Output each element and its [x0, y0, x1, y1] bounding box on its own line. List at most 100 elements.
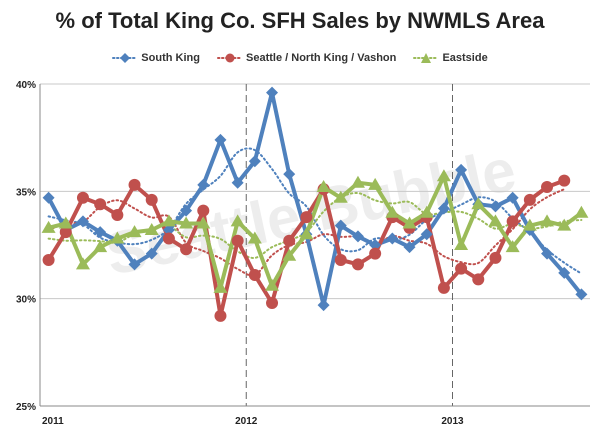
data-point-eastside: [179, 216, 194, 229]
legend-item-seattle: Seattle / North King / Vashon: [217, 52, 396, 64]
data-point-seattle-north-king-vashon: [94, 198, 107, 211]
data-point-south-king: [541, 247, 554, 260]
data-point-south-king: [197, 178, 210, 191]
data-point-south-king: [351, 230, 364, 243]
data-point-eastside: [368, 177, 383, 190]
data-point-south-king: [266, 86, 279, 99]
data-point-seattle-north-king-vashon: [472, 273, 485, 286]
data-point-eastside: [110, 231, 125, 244]
data-point-seattle-north-king-vashon: [197, 204, 210, 217]
data-point-seattle-north-king-vashon: [437, 281, 450, 294]
data-point-south-king: [575, 288, 588, 301]
data-point-south-king: [317, 299, 330, 312]
data-point-seattle-north-king-vashon: [523, 193, 536, 206]
legend-swatch-south-king: [112, 53, 139, 64]
data-point-seattle-north-king-vashon: [351, 258, 364, 271]
data-point-eastside: [282, 248, 297, 261]
data-point-south-king: [420, 228, 433, 241]
data-point-eastside: [265, 278, 280, 291]
x-tick-label: 2012: [235, 416, 258, 427]
data-point-south-king: [248, 155, 261, 168]
data-point-south-king: [283, 168, 296, 181]
legend-label-south-king: South King: [141, 52, 200, 65]
legend-swatch-eastside: [413, 53, 440, 64]
data-point-eastside: [247, 231, 262, 244]
data-point-eastside: [333, 190, 348, 203]
data-point-south-king: [94, 226, 107, 239]
data-point-south-king: [76, 215, 89, 228]
data-point-seattle-north-king-vashon: [214, 309, 227, 322]
data-point-eastside: [58, 216, 73, 229]
data-point-seattle-north-king-vashon: [266, 296, 279, 309]
data-point-eastside: [402, 216, 417, 229]
data-point-seattle-north-king-vashon: [162, 232, 175, 245]
data-point-eastside: [196, 216, 211, 229]
data-point-south-king: [455, 163, 468, 176]
data-point-south-king: [214, 133, 227, 146]
data-point-eastside: [350, 175, 365, 188]
legend-label-seattle: Seattle / North King / Vashon: [246, 52, 397, 65]
trendline-south-king: [47, 147, 583, 275]
data-point-seattle-north-king-vashon: [300, 211, 313, 224]
data-point-eastside: [316, 180, 331, 193]
data-point-eastside: [488, 214, 503, 227]
data-point-eastside: [419, 205, 434, 218]
data-point-eastside: [574, 205, 589, 218]
data-point-south-king: [386, 232, 399, 245]
data-point-seattle-north-king-vashon: [248, 269, 261, 282]
data-point-seattle-north-king-vashon: [180, 243, 193, 256]
data-point-eastside: [213, 280, 228, 293]
data-point-south-king: [489, 200, 502, 213]
legend-label-eastside: Eastside: [442, 52, 488, 65]
axes: [39, 84, 590, 407]
data-point-seattle-north-king-vashon: [334, 254, 347, 267]
data-point-south-king: [506, 191, 519, 204]
data-point-eastside: [540, 214, 555, 227]
data-point-seattle-north-king-vashon: [369, 247, 382, 260]
data-point-eastside: [454, 238, 469, 250]
x-axis-ticks: 2011 2012 2013: [42, 416, 464, 427]
data-point-seattle-north-king-vashon: [59, 226, 72, 239]
data-point-eastside: [522, 218, 537, 231]
y-tick-label: 40%: [16, 80, 36, 91]
data-point-south-king: [128, 258, 141, 271]
data-point-eastside: [505, 240, 520, 253]
series-markers: [41, 86, 589, 322]
data-point-seattle-north-king-vashon: [145, 193, 158, 206]
data-point-eastside: [127, 225, 142, 238]
data-point-south-king: [145, 247, 158, 260]
data-point-seattle-north-king-vashon: [506, 215, 519, 228]
data-point-eastside: [471, 197, 486, 210]
data-point-eastside: [385, 205, 400, 218]
x-tick-label: 2013: [441, 416, 464, 427]
data-point-seattle-north-king-vashon: [283, 234, 296, 247]
legend-item-eastside: Eastside: [413, 52, 488, 65]
legend-item-south-king: South King: [112, 52, 200, 64]
data-point-eastside: [93, 240, 108, 253]
data-point-seattle-north-king-vashon: [42, 254, 55, 267]
data-point-south-king: [369, 239, 382, 251]
y-axis-ticks: 25% 30% 35% 40%: [16, 80, 36, 413]
data-point-seattle-north-king-vashon: [111, 208, 124, 221]
data-point-eastside: [299, 227, 314, 240]
data-point-seattle-north-king-vashon: [455, 262, 468, 275]
data-point-south-king: [42, 191, 55, 204]
data-point-seattle-north-king-vashon: [76, 191, 89, 204]
data-point-south-king: [231, 176, 244, 189]
data-point-south-king: [403, 241, 416, 254]
chart-title: % of Total King Co. SFH Sales by NWMLS A…: [55, 8, 545, 33]
data-point-eastside: [41, 220, 56, 233]
data-point-seattle-north-king-vashon: [231, 234, 244, 247]
chart-legend: South King Seattle / North King / Vashon…: [0, 52, 600, 64]
data-point-seattle-north-king-vashon: [558, 174, 571, 187]
data-point-eastside: [230, 214, 245, 227]
data-point-south-king: [334, 219, 347, 232]
data-point-seattle-north-king-vashon: [541, 181, 554, 194]
data-point-eastside: [436, 169, 451, 182]
data-point-eastside: [144, 222, 159, 235]
data-point-eastside: [75, 257, 90, 270]
data-point-seattle-north-king-vashon: [128, 178, 141, 191]
x-tick-label: 2011: [42, 416, 64, 427]
